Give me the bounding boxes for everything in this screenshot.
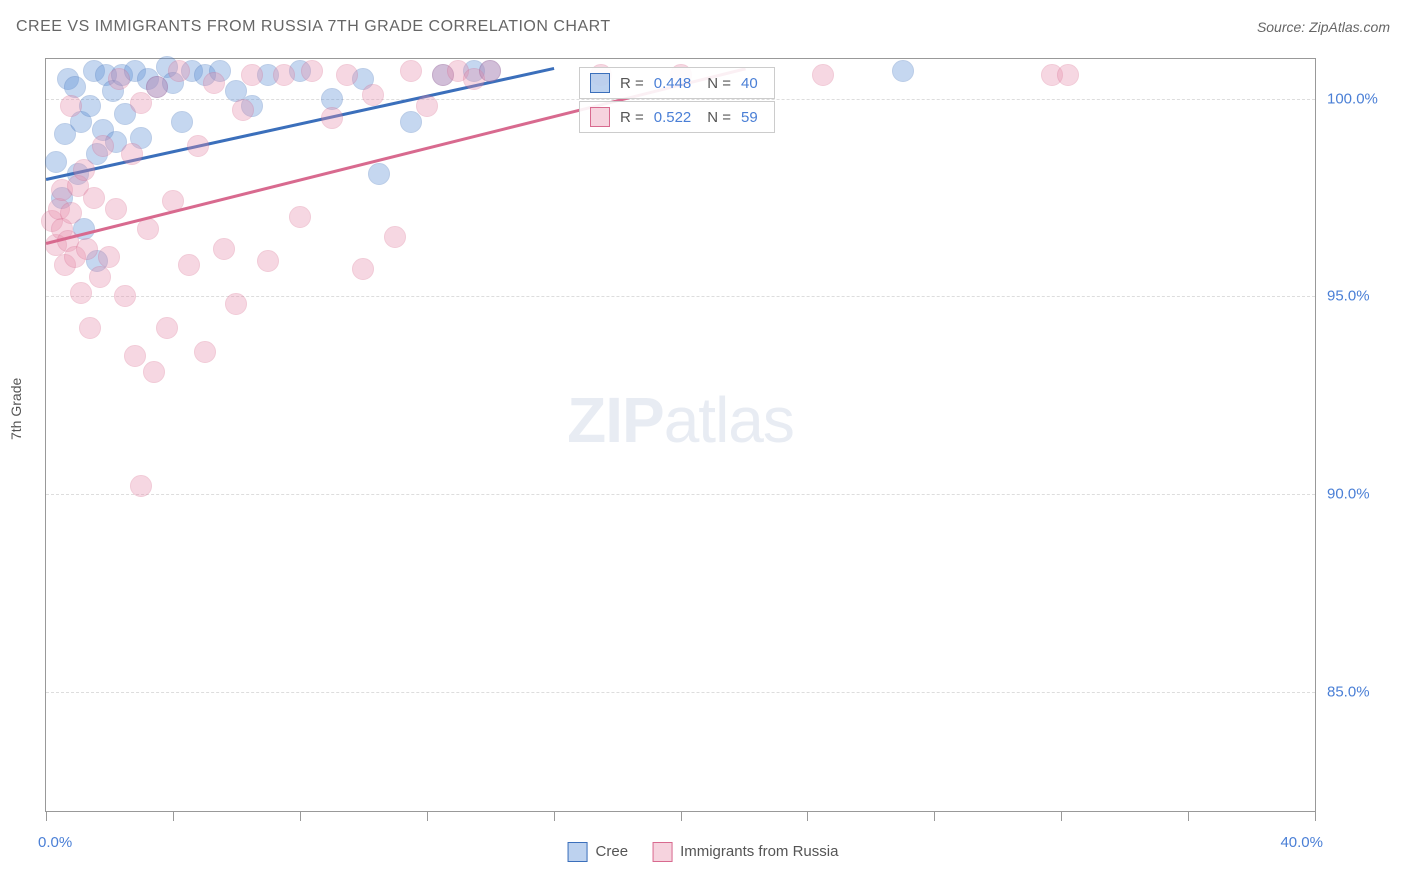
stats-box: R = 0.448 N = 40 — [579, 67, 775, 99]
data-point — [171, 111, 193, 133]
y-tick-label: 85.0% — [1327, 684, 1387, 701]
data-point — [83, 187, 105, 209]
chart-area: ZIPatlas 100.0%95.0%90.0%85.0%0.0%40.0%R… — [45, 58, 1316, 812]
x-tick — [934, 811, 935, 821]
data-point — [225, 293, 247, 315]
data-point — [232, 99, 254, 121]
data-point — [400, 60, 422, 82]
data-point — [137, 218, 159, 240]
data-point — [416, 95, 438, 117]
data-point — [121, 143, 143, 165]
data-point — [124, 345, 146, 367]
x-tick — [554, 811, 555, 821]
data-point — [79, 95, 101, 117]
data-point — [321, 88, 343, 110]
data-point — [76, 238, 98, 260]
data-point — [241, 64, 263, 86]
legend-swatch — [568, 842, 588, 862]
watermark: ZIPatlas — [567, 383, 794, 457]
data-point — [362, 84, 384, 106]
stat-r-label: R = — [620, 109, 644, 126]
chart-title: CREE VS IMMIGRANTS FROM RUSSIA 7TH GRADE… — [16, 18, 611, 36]
data-point — [213, 238, 235, 260]
data-point — [368, 163, 390, 185]
data-point — [79, 317, 101, 339]
data-point — [336, 64, 358, 86]
data-point — [479, 60, 501, 82]
data-point — [146, 76, 168, 98]
stat-n-label: N = — [707, 109, 731, 126]
source-attribution: Source: ZipAtlas.com — [1257, 19, 1390, 35]
data-point — [108, 68, 130, 90]
stats-box: R = 0.522 N = 59 — [579, 101, 775, 133]
data-point — [321, 107, 343, 129]
legend-label: Cree — [596, 843, 629, 860]
y-tick-label: 95.0% — [1327, 288, 1387, 305]
data-point — [384, 226, 406, 248]
y-tick-label: 90.0% — [1327, 486, 1387, 503]
data-point — [289, 206, 311, 228]
data-point — [105, 198, 127, 220]
gridline — [46, 692, 1315, 693]
plot-region: ZIPatlas 100.0%95.0%90.0%85.0%0.0%40.0%R… — [45, 58, 1316, 812]
data-point — [143, 361, 165, 383]
x-tick — [46, 811, 47, 821]
data-point — [60, 95, 82, 117]
data-point — [178, 254, 200, 276]
data-point — [114, 285, 136, 307]
stat-r-value: 0.448 — [654, 75, 692, 92]
data-point — [64, 76, 86, 98]
data-point — [301, 60, 323, 82]
data-point — [73, 159, 95, 181]
data-point — [187, 135, 209, 157]
stat-n-value: 59 — [741, 109, 758, 126]
data-point — [203, 72, 225, 94]
data-point — [156, 317, 178, 339]
x-max-label: 40.0% — [1280, 834, 1323, 851]
x-tick — [1061, 811, 1062, 821]
data-point — [892, 60, 914, 82]
data-point — [98, 246, 120, 268]
x-tick — [427, 811, 428, 821]
data-point — [273, 64, 295, 86]
y-tick-label: 100.0% — [1327, 90, 1387, 107]
stat-r-label: R = — [620, 75, 644, 92]
legend-label: Immigrants from Russia — [680, 843, 838, 860]
data-point — [89, 266, 111, 288]
x-tick — [173, 811, 174, 821]
gridline — [46, 494, 1315, 495]
data-point — [812, 64, 834, 86]
x-tick — [300, 811, 301, 821]
data-point — [168, 60, 190, 82]
data-point — [70, 282, 92, 304]
x-tick — [1188, 811, 1189, 821]
y-axis-label: 7th Grade — [8, 378, 24, 440]
x-tick — [1315, 811, 1316, 821]
data-point — [60, 202, 82, 224]
data-point — [45, 151, 67, 173]
x-min-label: 0.0% — [38, 834, 72, 851]
legend-swatch — [652, 842, 672, 862]
x-tick — [681, 811, 682, 821]
data-point — [130, 475, 152, 497]
x-tick — [807, 811, 808, 821]
legend-item: Immigrants from Russia — [652, 842, 838, 862]
data-point — [352, 258, 374, 280]
stat-r-value: 0.522 — [654, 109, 692, 126]
legend: Cree Immigrants from Russia — [568, 842, 839, 862]
data-point — [1057, 64, 1079, 86]
data-point — [92, 135, 114, 157]
stat-n-label: N = — [707, 75, 731, 92]
data-point — [194, 341, 216, 363]
stat-n-value: 40 — [741, 75, 758, 92]
series-swatch — [590, 73, 610, 93]
series-swatch — [590, 107, 610, 127]
legend-item: Cree — [568, 842, 629, 862]
data-point — [257, 250, 279, 272]
